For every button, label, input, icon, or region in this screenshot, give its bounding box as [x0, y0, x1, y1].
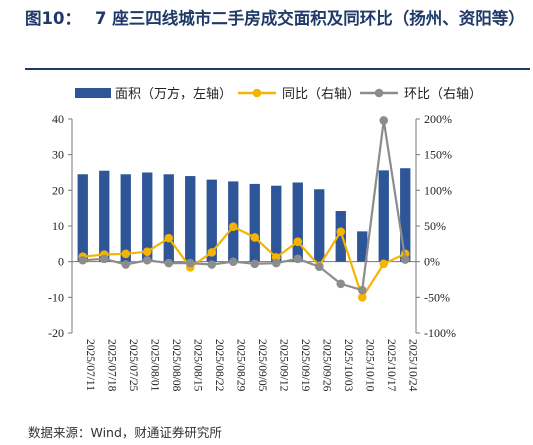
y-right-tick-label: 150% — [424, 148, 452, 162]
point-mom — [185, 258, 195, 268]
y-right-tick-label: 200% — [424, 112, 452, 126]
x-tick-label: 2025/08/15 — [191, 339, 203, 392]
bar-area — [77, 174, 88, 262]
line-mom — [82, 120, 407, 292]
point-yoy — [207, 248, 217, 257]
y-left-tick-label: 20 — [52, 183, 64, 197]
y-right-tick-label: -50% — [424, 290, 450, 304]
x-tick-label: 2025/09/05 — [256, 339, 268, 392]
legend-label: 环比（右轴） — [404, 86, 482, 101]
bar-area — [400, 168, 411, 262]
point-yoy — [142, 247, 152, 256]
point-mom — [293, 254, 303, 264]
bar-area — [357, 231, 368, 262]
x-tick-label: 2025/07/11 — [84, 339, 96, 391]
point-mom — [121, 260, 131, 269]
bar-area — [292, 182, 303, 262]
x-tick-label: 2025/10/17 — [385, 339, 397, 392]
point-yoy — [293, 237, 303, 246]
x-tick-label: 2025/10/03 — [342, 339, 354, 392]
point-yoy — [357, 293, 367, 302]
bar-area — [378, 170, 389, 262]
x-tick-label: 2025/07/18 — [105, 339, 117, 392]
point-yoy — [336, 227, 346, 237]
title-text: 7 座三四线城市二手房成交面积及同环比（扬州、资阳等） — [94, 9, 525, 28]
x-tick-label: 2025/08/01 — [148, 339, 160, 392]
bar-area — [228, 181, 239, 262]
bar-area — [206, 179, 217, 262]
legend-label: 同比（右轴） — [282, 86, 360, 101]
bar-area — [163, 174, 174, 262]
x-tick-label: 2025/10/10 — [363, 339, 375, 392]
y-left-tick-label: -20 — [48, 326, 64, 340]
point-yoy — [228, 222, 238, 232]
bar-area — [142, 172, 153, 262]
chart-title: 图10： 7 座三四线城市二手房成交面积及同环比（扬州、资阳等） — [25, 6, 525, 31]
point-mom — [78, 255, 88, 265]
y-left-tick-label: 0 — [58, 255, 64, 269]
point-mom — [142, 255, 152, 265]
source-note: 数据来源：Wind，财通证券研究所 — [28, 425, 222, 440]
x-tick-label: 2025/09/12 — [277, 339, 289, 392]
title-divider — [25, 68, 530, 70]
y-right-tick-label: 100% — [424, 183, 452, 197]
bar-area — [185, 176, 196, 262]
bar-area — [99, 170, 110, 262]
x-tick-label: 2025/09/19 — [299, 339, 311, 392]
legend-swatch-bar — [75, 88, 111, 98]
point-mom — [207, 260, 217, 269]
y-left-tick-label: 10 — [52, 219, 64, 233]
point-mom — [99, 254, 109, 264]
y-left-tick-label: -10 — [48, 290, 64, 304]
y-right-tick-label: -100% — [424, 326, 456, 340]
bar-area — [120, 174, 131, 262]
bar-area — [249, 183, 260, 262]
point-mom — [379, 116, 389, 125]
x-tick-label: 2025/08/22 — [213, 339, 225, 392]
bar-area — [271, 185, 282, 262]
point-mom — [400, 255, 410, 264]
point-yoy — [250, 233, 260, 242]
x-tick-label: 2025/09/26 — [320, 339, 332, 392]
point-mom — [164, 258, 174, 268]
x-tick-label: 2025/07/25 — [127, 339, 139, 392]
legend-swatch-marker — [252, 88, 262, 98]
y-right-tick-label: 0% — [424, 255, 440, 269]
x-tick-label: 2025/10/24 — [406, 339, 418, 392]
point-mom — [271, 258, 281, 268]
legend-label: 面积（万方，左轴） — [115, 86, 232, 101]
y-left-tick-label: 40 — [52, 112, 64, 126]
point-yoy — [379, 259, 389, 269]
bar-area — [314, 189, 325, 262]
x-tick-label: 2025/08/08 — [170, 339, 182, 392]
point-yoy — [164, 233, 174, 243]
point-mom — [357, 285, 367, 295]
point-yoy — [121, 249, 131, 259]
y-left-tick-label: 30 — [52, 148, 64, 162]
bar-area — [335, 211, 346, 262]
point-mom — [228, 257, 238, 266]
point-mom — [336, 279, 346, 289]
point-mom — [314, 262, 324, 271]
y-right-tick-label: 50% — [424, 219, 446, 233]
line-yoy — [82, 225, 406, 300]
point-mom — [250, 259, 260, 269]
x-tick-label: 2025/08/29 — [234, 339, 246, 392]
figure-label: 图10： — [25, 9, 81, 28]
legend-swatch-marker — [374, 88, 384, 98]
